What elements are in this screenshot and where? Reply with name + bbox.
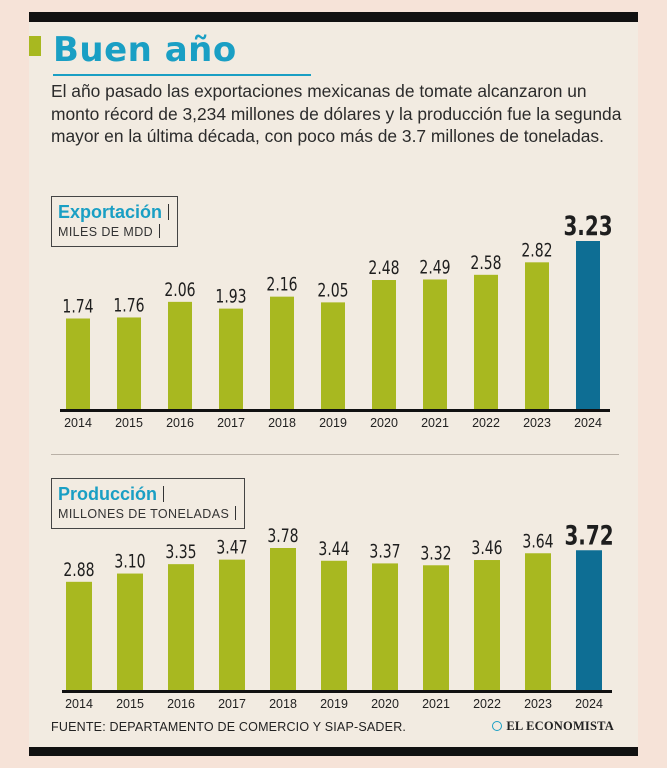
export-value-label-2021: 2.49: [419, 257, 450, 279]
export-bar-2017: [219, 308, 243, 409]
export-tick-2022: 2022: [472, 416, 500, 430]
export-value-label-2022: 2.58: [470, 252, 501, 274]
production-chart-unit: MILLONES DE TONELADAS: [58, 505, 237, 523]
bottom-rule: [29, 747, 638, 756]
export-value-label-2014: 1.74: [62, 296, 93, 318]
export-tick-2016: 2016: [166, 416, 194, 430]
export-value-label-2015: 1.76: [113, 295, 144, 317]
production-tick-2019: 2019: [320, 697, 348, 711]
production-bar-2019: [321, 560, 347, 690]
production-chart: 2.88 2014 3.10 2015 3.35 2016 3.47 2017 3.78 2018…: [62, 522, 614, 711]
production-bar-2022: [474, 560, 500, 690]
production-value-label-2021: 3.32: [420, 543, 451, 565]
export-bar-2024: [576, 241, 600, 409]
source-note: FUENTE: DEPARTAMENTO DE COMERCIO Y SIAP-…: [51, 720, 407, 734]
infographic-panel: Buen año El año pasado las exportaciones…: [29, 12, 638, 756]
export-tick-2020: 2020: [370, 416, 398, 430]
export-bar-2016: [168, 301, 192, 409]
production-tick-2023: 2023: [524, 697, 552, 711]
production-tick-2018: 2018: [269, 697, 297, 711]
production-value-label-2016: 3.35: [165, 542, 196, 564]
export-bar-2014: [66, 318, 90, 409]
page-title: Buen año: [53, 30, 237, 70]
production-bar-2020: [372, 563, 398, 690]
export-value-label-2024: 3.23: [563, 212, 612, 242]
export-value-label-2020: 2.48: [368, 258, 399, 280]
export-tick-2014: 2014: [64, 416, 92, 430]
brand-icon: [492, 721, 503, 731]
export-bar-2022: [474, 274, 498, 409]
production-value-label-2017: 3.47: [216, 537, 247, 559]
production-bar-2014: [66, 581, 92, 690]
production-tick-2016: 2016: [167, 697, 195, 711]
export-value-label-2018: 2.16: [266, 274, 297, 296]
production-tick-2020: 2020: [371, 697, 399, 711]
title-underline: [53, 74, 311, 76]
production-tick-2014: 2014: [65, 697, 93, 711]
export-chart: 1.74 2014 1.76 2015 2.06 2016 1.93 2017 2.16 2018…: [60, 212, 613, 430]
section-divider: [51, 454, 619, 455]
production-value-label-2018: 3.78: [267, 526, 298, 548]
production-value-label-2015: 3.10: [114, 551, 145, 573]
export-value-label-2017: 1.93: [215, 286, 246, 308]
description: El año pasado las exportaciones mexicana…: [51, 81, 622, 146]
export-tick-2024: 2024: [574, 416, 602, 430]
export-bar-2015: [117, 317, 141, 409]
production-tick-2022: 2022: [473, 697, 501, 711]
title-accent: [29, 36, 41, 56]
production-value-label-2020: 3.37: [369, 541, 400, 563]
production-bar-2018: [270, 548, 296, 690]
production-tick-2021: 2021: [422, 697, 450, 711]
export-tick-2017: 2017: [217, 416, 245, 430]
production-bar-2015: [117, 573, 143, 690]
export-value-label-2019: 2.05: [317, 280, 348, 302]
production-value-label-2022: 3.46: [471, 538, 502, 560]
production-tick-2017: 2017: [218, 697, 246, 711]
production-value-label-2014: 2.88: [63, 559, 94, 581]
export-bar-2018: [270, 296, 294, 409]
export-bar-2021: [423, 279, 447, 409]
production-tick-2024: 2024: [575, 697, 603, 711]
export-x-axis: [60, 409, 610, 412]
production-value-label-2019: 3.44: [318, 538, 349, 560]
brand-logo: EL ECONOMISTA: [492, 719, 614, 734]
export-label-box: Exportación MILES DE MDD: [51, 196, 179, 247]
production-chart-title: Producción: [58, 483, 236, 505]
production-value-label-2024: 3.72: [564, 522, 613, 551]
export-tick-2019: 2019: [319, 416, 347, 430]
production-bar-2021: [423, 565, 449, 690]
export-bar-2020: [372, 280, 396, 409]
export-value-label-2016: 2.06: [164, 279, 195, 301]
top-rule: [29, 12, 638, 22]
production-label-box: Producción MILLONES DE TONELADAS: [51, 478, 246, 529]
export-chart-unit: MILES DE MDD: [58, 223, 169, 241]
export-bar-2023: [525, 262, 549, 409]
production-bar-2017: [219, 559, 245, 690]
export-bar-2019: [321, 302, 345, 409]
production-bar-2023: [525, 553, 551, 690]
export-tick-2018: 2018: [268, 416, 296, 430]
export-value-label-2023: 2.82: [521, 240, 552, 262]
export-tick-2023: 2023: [523, 416, 551, 430]
export-tick-2021: 2021: [421, 416, 449, 430]
production-bar-2024: [576, 550, 602, 690]
production-tick-2015: 2015: [116, 697, 144, 711]
production-value-label-2023: 3.64: [522, 531, 553, 553]
production-bar-2016: [168, 564, 194, 690]
export-chart-title: Exportación: [58, 201, 170, 223]
production-x-axis: [62, 690, 612, 693]
export-tick-2015: 2015: [115, 416, 143, 430]
